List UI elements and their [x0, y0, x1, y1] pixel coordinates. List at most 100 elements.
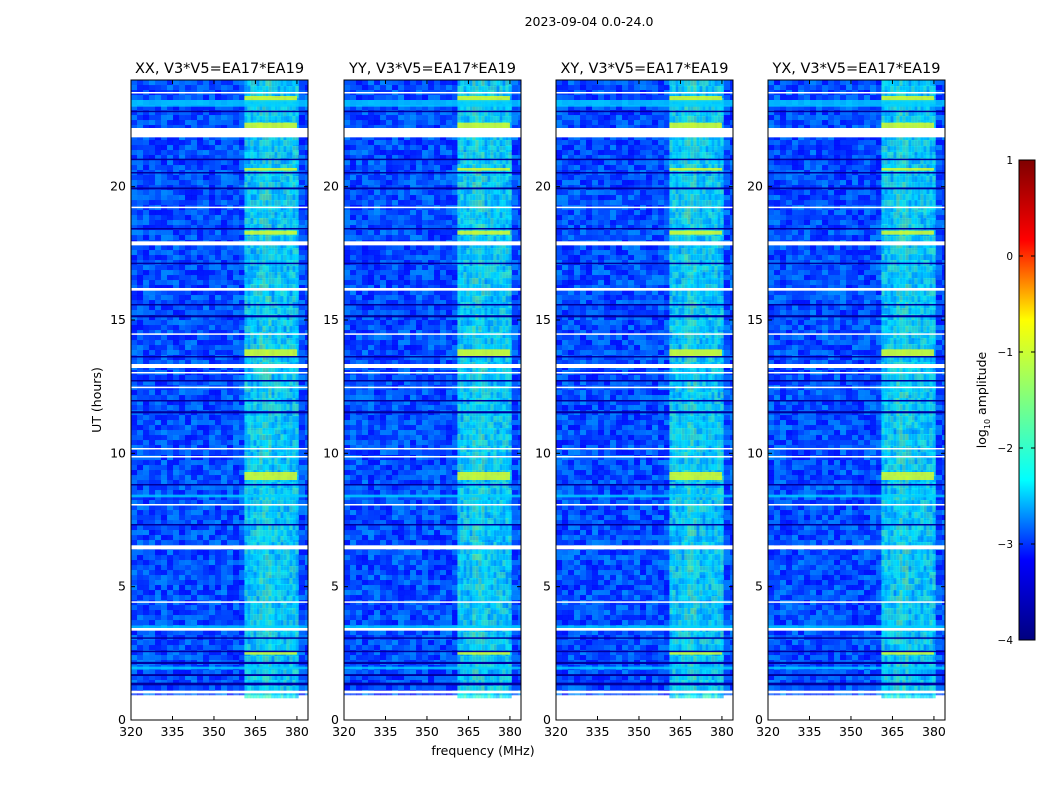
heatmap-cell — [161, 115, 168, 121]
heatmap-cell — [215, 255, 222, 261]
heatmap-cell — [161, 380, 168, 386]
heatmap-cell — [167, 110, 174, 116]
heatmap-cell — [221, 560, 228, 566]
heatmap-cell — [197, 165, 204, 171]
heatmap-cell — [155, 550, 162, 556]
heatmap-cell — [161, 245, 168, 251]
rfi-cell — [253, 530, 257, 537]
rfi-cell — [244, 344, 248, 351]
heatmap-cell — [233, 590, 240, 596]
heatmap-cell — [239, 580, 246, 586]
rfi-cell — [280, 254, 284, 261]
heatmap-cell — [227, 95, 234, 101]
rfi-cell — [265, 644, 269, 651]
rfi-cell — [274, 608, 278, 615]
rfi-cell — [268, 284, 272, 291]
heatmap-cell — [239, 270, 246, 276]
heatmap-cell — [197, 80, 204, 86]
heatmap-cell — [299, 595, 306, 601]
heatmap-cell — [227, 655, 234, 661]
heatmap-cell — [185, 530, 192, 536]
rfi-cell — [274, 428, 278, 435]
rfi-cell — [259, 326, 263, 333]
rfi-cell — [265, 542, 269, 549]
heatmap-cell — [215, 480, 222, 486]
heatmap-cell — [227, 525, 234, 531]
heatmap-cell — [173, 360, 180, 366]
rfi-cell — [256, 662, 260, 669]
rfi-cell — [259, 428, 263, 435]
heatmap-cell — [239, 155, 246, 161]
rfi-cell — [250, 692, 254, 699]
heatmap-cell — [203, 630, 210, 636]
rfi-cell — [271, 488, 275, 495]
rfi-cell — [247, 554, 251, 561]
rfi-cell — [250, 656, 254, 663]
heatmap-cell — [299, 155, 306, 161]
heatmap-cell — [299, 525, 306, 531]
heatmap-cell — [173, 450, 180, 456]
rfi-cell — [244, 554, 248, 561]
heatmap-cell — [215, 405, 222, 411]
heatmap-cell — [203, 260, 210, 266]
heatmap-cell — [167, 585, 174, 591]
heatmap-cell — [179, 475, 186, 481]
heatmap-cell — [305, 525, 308, 531]
heatmap-cell — [137, 595, 144, 601]
heatmap-cell — [149, 560, 156, 566]
heatmap-cell — [209, 315, 216, 321]
heatmap-cell — [143, 645, 150, 651]
rfi-cell — [244, 326, 248, 333]
heatmap-cell — [215, 360, 222, 366]
heatmap-cell — [149, 470, 156, 476]
rfi-cell — [265, 572, 269, 579]
heatmap-cell — [191, 105, 198, 111]
heatmap-cell — [227, 330, 234, 336]
heatmap-cell — [143, 330, 150, 336]
heatmap-cell — [305, 485, 308, 491]
heatmap-cell — [161, 570, 168, 576]
rfi-cell — [274, 374, 278, 381]
heatmap-cell — [167, 80, 174, 86]
heatmap-cell — [215, 315, 222, 321]
rfi-cell — [244, 458, 248, 465]
rfi-cell — [271, 572, 275, 579]
heatmap-cell — [173, 570, 180, 576]
rfi-cell — [274, 590, 278, 597]
heatmap-cell — [131, 270, 138, 276]
heatmap-cell — [227, 670, 234, 676]
heatmap-cell — [305, 685, 308, 691]
heatmap-cell — [203, 490, 210, 496]
rfi-cell — [268, 296, 272, 303]
heatmap-cell — [203, 290, 210, 296]
heatmap-cell — [131, 140, 138, 146]
rfi-cell — [265, 236, 269, 243]
heatmap-cell — [161, 500, 168, 506]
heatmap-cell — [155, 280, 162, 286]
rfi-cell — [253, 428, 257, 435]
heatmap-cell — [155, 630, 162, 636]
heatmap-cell — [191, 295, 198, 301]
heatmap-cell — [239, 445, 246, 451]
heatmap-cell — [167, 325, 174, 331]
rfi-cell — [262, 692, 266, 699]
rfi-cell — [244, 194, 248, 201]
heatmap-cell — [233, 375, 240, 381]
heatmap-cell — [227, 445, 234, 451]
heatmap-cell — [215, 235, 222, 241]
heatmap-cell — [197, 250, 204, 256]
heatmap-cell — [131, 555, 138, 561]
rfi-cell — [277, 182, 281, 189]
heatmap-cell — [305, 355, 308, 361]
heatmap-cell — [131, 620, 138, 626]
rfi-cell — [280, 344, 284, 351]
heatmap-cell — [137, 340, 144, 346]
heatmap-cell — [227, 160, 234, 166]
rfi-cell — [262, 584, 266, 591]
rfi-cell — [271, 524, 275, 531]
heatmap-cell — [155, 150, 162, 156]
rfi-cell — [262, 464, 266, 471]
rfi-cell — [247, 638, 251, 645]
heatmap-cell — [143, 465, 150, 471]
heatmap-cell — [179, 295, 186, 301]
